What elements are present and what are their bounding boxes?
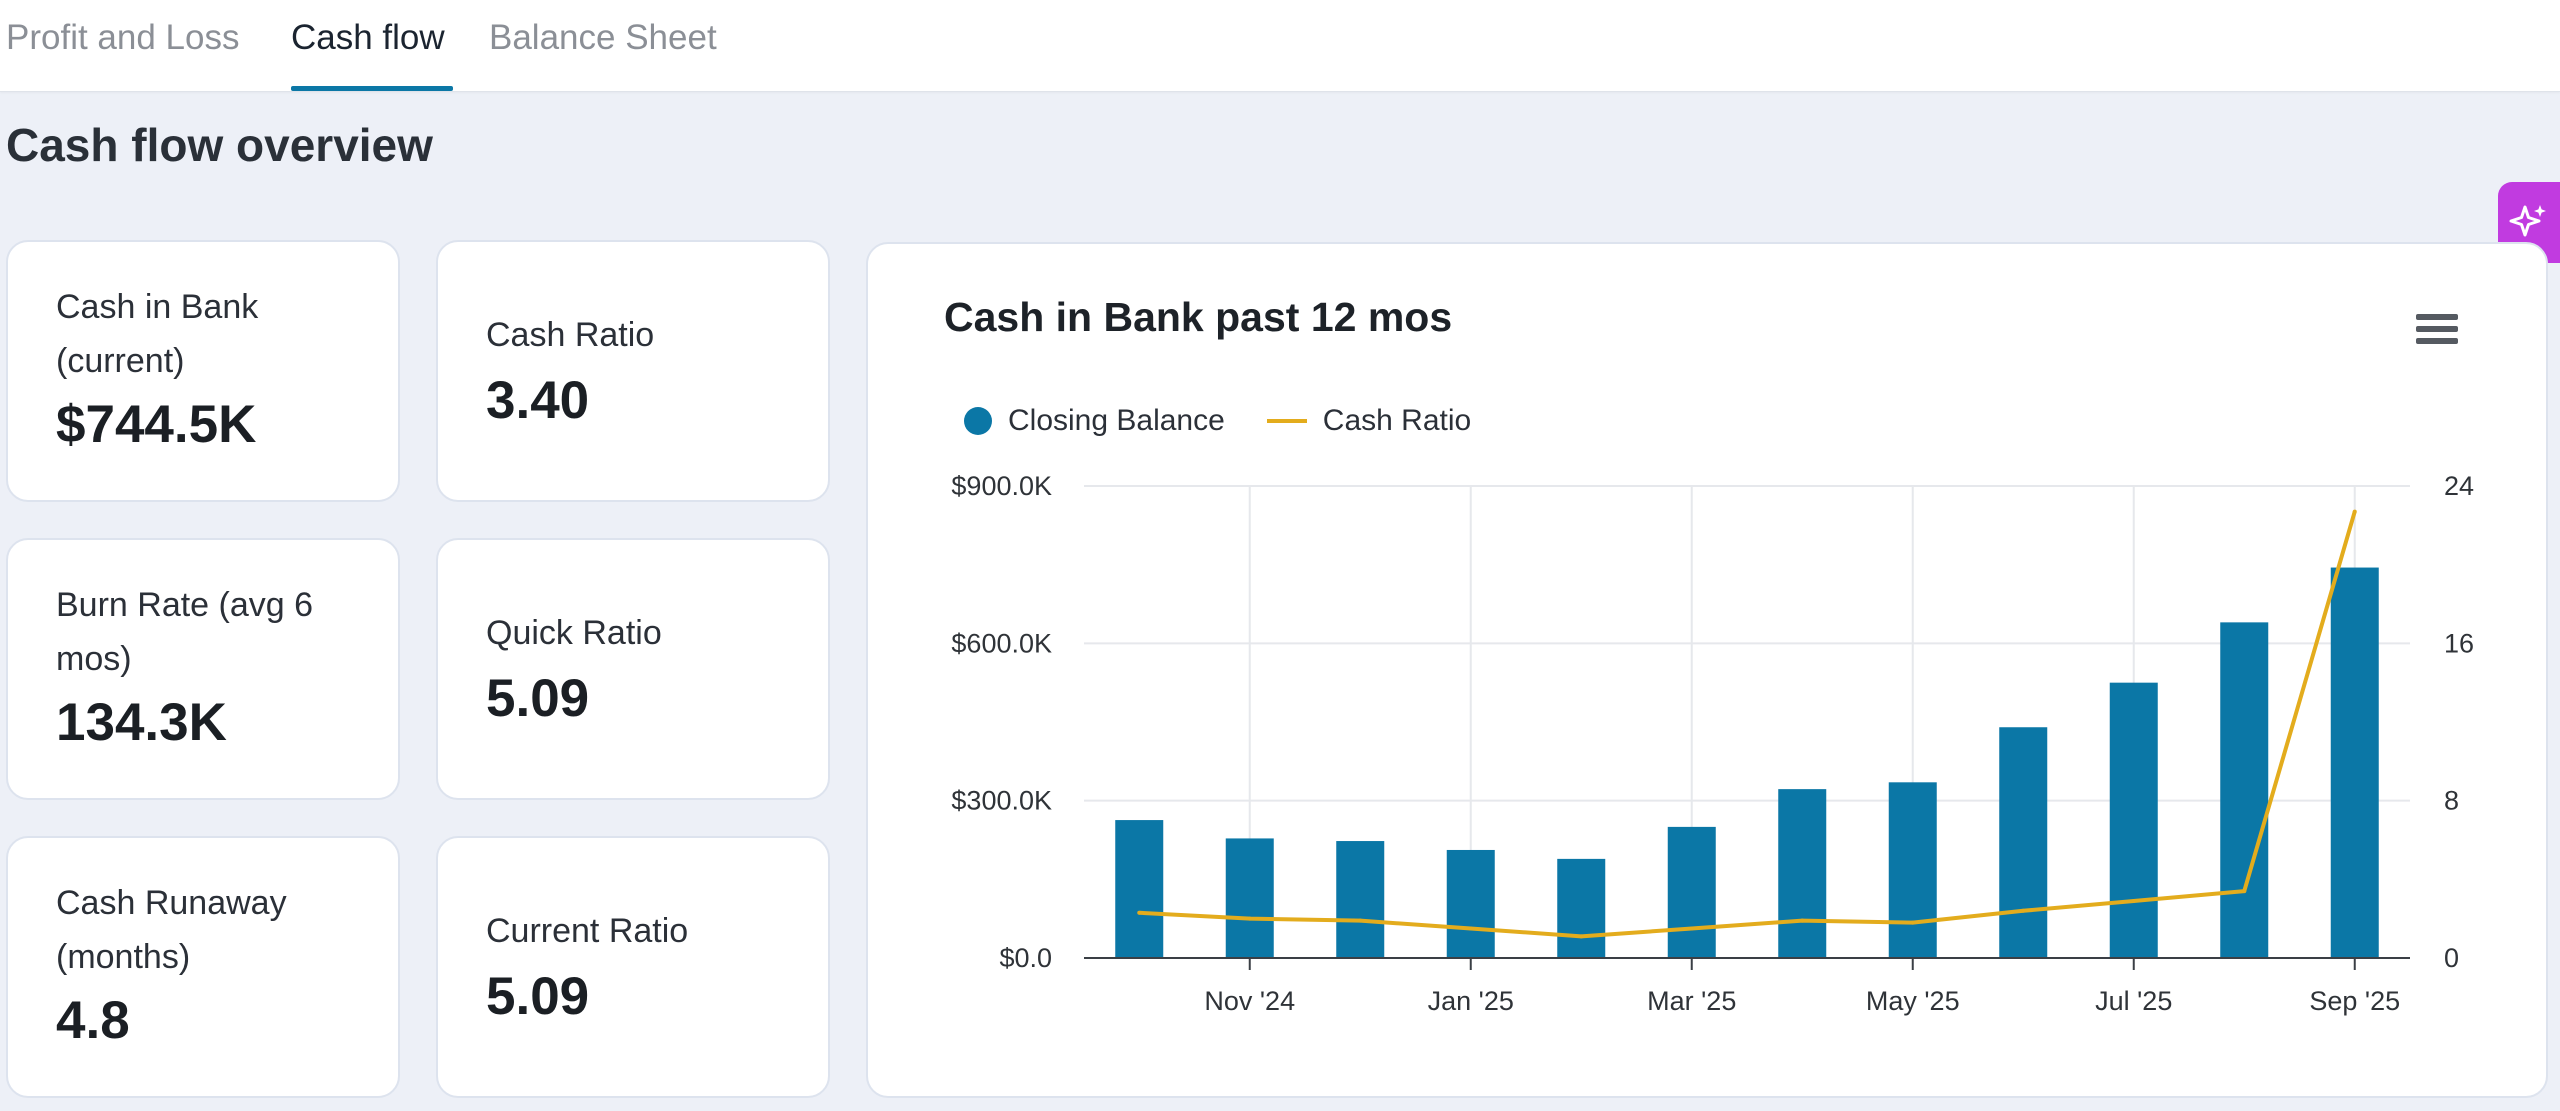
kpi-value: 3.40	[486, 371, 590, 430]
tab-balance-sheet[interactable]: Balance Sheet	[489, 18, 717, 57]
y-right-tick-label: 16	[2444, 628, 2474, 658]
kpi-label: Cash Ratio	[486, 316, 655, 354]
bar-closing-balance	[1446, 849, 1495, 958]
chart-legend: Closing Balance Cash Ratio	[964, 404, 1513, 438]
sparkle-icon	[2509, 204, 2546, 236]
kpi-card-cash-in-bank: Cash in Bank (current) $744.5K	[6, 240, 400, 502]
x-tick-label: Nov '24	[1204, 986, 1295, 1016]
kpi-card-quick-ratio: Quick Ratio 5.09	[436, 538, 830, 800]
point-cash-ratio	[2242, 889, 2247, 894]
point-cash-ratio	[2021, 908, 2026, 913]
point-cash-ratio	[1910, 920, 1915, 925]
bar-closing-balance	[1667, 826, 1716, 958]
bar-closing-balance	[2220, 622, 2269, 958]
point-cash-ratio	[1579, 934, 1584, 939]
point-cash-ratio	[2131, 898, 2136, 903]
x-tick-label: May '25	[1866, 986, 1960, 1016]
legend-swatch-line	[1266, 419, 1307, 423]
bar-closing-balance	[1336, 841, 1385, 958]
x-tick-label: Jul '25	[2095, 986, 2172, 1016]
point-cash-ratio	[1137, 910, 1142, 915]
y-right-tick-label: 8	[2444, 786, 2459, 816]
tab-profit-and-loss[interactable]: Profit and Loss	[6, 18, 240, 57]
bar-closing-balance	[1225, 838, 1274, 958]
chart-title: Cash in Bank past 12 mos	[944, 294, 1453, 340]
point-cash-ratio	[1689, 926, 1694, 931]
y-left-tick-label: $900.0K	[951, 471, 1052, 501]
kpi-label: Current Ratio	[486, 912, 689, 950]
bar-closing-balance	[1888, 782, 1937, 958]
point-cash-ratio	[1247, 916, 1252, 921]
chart-menu-button[interactable]	[2416, 314, 2458, 350]
kpi-value: $744.5K	[56, 395, 257, 454]
x-tick-label: Sep '25	[2309, 986, 2400, 1016]
bar-closing-balance	[1778, 789, 1827, 958]
bar-closing-balance	[1999, 727, 2048, 958]
kpi-value: 5.09	[486, 967, 590, 1026]
legend-label: Closing Balance	[1008, 404, 1225, 437]
kpi-card-current-ratio: Current Ratio 5.09	[436, 836, 830, 1098]
tab-cash-flow[interactable]: Cash flow	[291, 18, 445, 57]
kpi-card-cash-runaway: Cash Runaway (months) 4.8	[6, 836, 400, 1098]
y-left-tick-label: $300.0K	[951, 786, 1052, 816]
point-cash-ratio	[1358, 918, 1363, 923]
kpi-card-burn-rate: Burn Rate (avg 6 mos) 134.3K	[6, 538, 400, 800]
chart-card: $0.0 0 $300.0K 8 $600.0K 16 $900.0K 24 Nov '24 Ja…	[866, 242, 2548, 1098]
x-tick-label: Mar '25	[1647, 986, 1736, 1016]
bar-closing-balance	[2330, 567, 2379, 958]
kpi-value: 134.3K	[56, 693, 227, 752]
x-tick-label: Jan '25	[1428, 986, 1514, 1016]
bar-closing-balance	[1557, 858, 1606, 958]
point-cash-ratio	[1800, 918, 1805, 923]
legend-item-cash-ratio[interactable]: Cash Ratio	[1266, 404, 1472, 438]
y-left-tick-label: $0.0	[999, 943, 1052, 973]
legend-label: Cash Ratio	[1322, 404, 1472, 437]
legend-item-closing-balance[interactable]: Closing Balance	[964, 404, 1225, 438]
y-right-tick-label: 24	[2444, 471, 2474, 501]
legend-swatch-bar	[964, 407, 992, 435]
y-left-tick-label: $600.0K	[951, 628, 1052, 658]
point-cash-ratio	[1468, 926, 1473, 931]
kpi-value: 5.09	[486, 669, 590, 728]
tab-bar: Profit and Loss Cash flow Balance Sheet	[0, 0, 2560, 92]
kpi-label: Cash Runaway (months)	[56, 884, 287, 976]
kpi-value: 4.8	[56, 991, 130, 1050]
bar-closing-balance	[1115, 820, 1164, 958]
line-cash-ratio	[1139, 511, 2357, 939]
page-title: Cash flow overview	[6, 119, 433, 171]
kpi-label: Cash in Bank (current)	[56, 288, 259, 380]
bar-closing-balance	[2109, 682, 2158, 958]
y-right-tick-label: 0	[2444, 943, 2459, 973]
point-cash-ratio	[2352, 509, 2357, 514]
kpi-label: Quick Ratio	[486, 614, 662, 652]
kpi-card-cash-ratio: Cash Ratio 3.40	[436, 240, 830, 502]
cash-in-bank-chart: $0.0 0 $300.0K 8 $600.0K 16 $900.0K 24 Nov '24 Ja…	[951, 471, 2474, 1016]
active-tab-indicator	[291, 86, 453, 91]
kpi-label: Burn Rate (avg 6 mos)	[56, 586, 314, 678]
